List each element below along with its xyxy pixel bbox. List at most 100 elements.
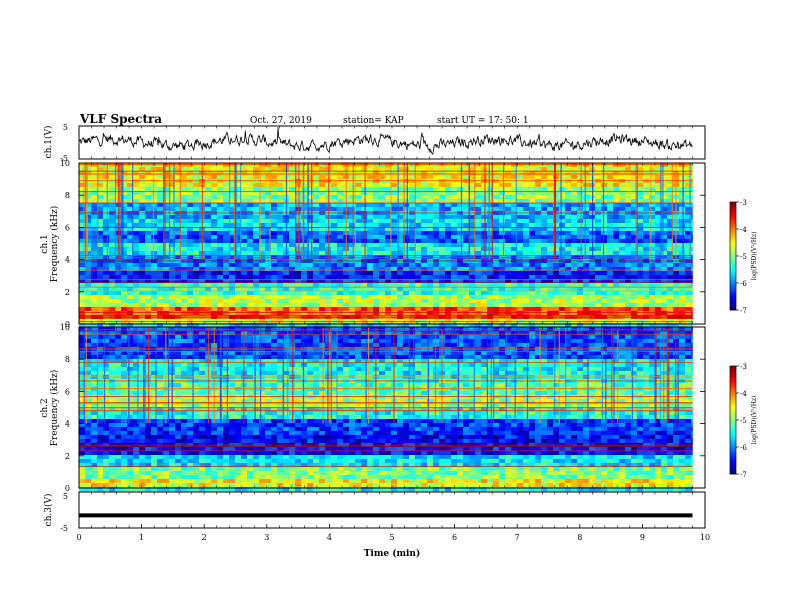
spectrogram-cell	[475, 223, 482, 228]
spectrogram-cell	[187, 235, 194, 240]
spectrogram-cell	[505, 215, 512, 220]
spectrogram-cell	[259, 223, 266, 228]
spectrogram-cell	[337, 339, 344, 344]
spectrogram-streak	[662, 163, 664, 260]
spectrogram-cell	[103, 323, 110, 328]
spectrogram-cell	[169, 247, 176, 252]
spectrogram-cell	[211, 231, 218, 236]
spectrogram-cell	[571, 191, 578, 196]
spectrogram-cell	[103, 215, 110, 220]
spectrogram-cell	[289, 195, 296, 200]
spectrogram-cell	[553, 207, 560, 212]
spectrogram-cell	[589, 343, 596, 348]
spectrogram-cell	[331, 271, 338, 276]
spectrogram-cell	[421, 195, 428, 200]
spectrogram-cell	[181, 319, 188, 324]
spectrogram-cell	[361, 323, 368, 328]
spectrogram-cell	[499, 227, 506, 232]
spectrogram-cell	[553, 215, 560, 220]
spectrogram-cell	[229, 303, 236, 308]
spectrogram-cell	[409, 295, 416, 300]
spectrogram-cell	[229, 203, 236, 208]
spectrogram-cell	[325, 319, 332, 324]
spectrogram-cell	[475, 291, 482, 296]
spectrogram-cell	[685, 291, 692, 296]
spectrogram-cell	[193, 207, 200, 212]
spectrogram-cell	[397, 247, 404, 252]
spectrogram-cell	[619, 231, 626, 236]
spectrogram-cell	[271, 319, 278, 324]
spectrogram-cell	[499, 335, 506, 340]
spectrogram-streak	[269, 163, 271, 260]
spectrogram-cell	[643, 339, 650, 344]
spectrogram-cell	[169, 311, 176, 316]
spectrogram-cell	[559, 167, 566, 172]
spectrogram-cell	[151, 299, 158, 304]
spectrogram-cell	[439, 291, 446, 296]
spectrogram-cell	[91, 327, 98, 332]
spectrogram-cell	[181, 339, 188, 344]
spectrogram-cell	[523, 303, 530, 308]
spectrogram-cell	[121, 199, 128, 204]
spectrogram-cell	[253, 255, 260, 260]
spectrogram-cell	[157, 223, 164, 228]
spectrogram-cell	[295, 287, 302, 292]
spectrogram-cell	[247, 267, 254, 272]
spectrogram-cell	[259, 251, 266, 256]
spectrogram-cell	[637, 327, 644, 332]
spectrogram-cell	[175, 271, 182, 276]
spectrogram-cell	[517, 255, 524, 260]
spectrogram-cell	[427, 327, 434, 332]
spectrogram-cell	[445, 199, 452, 204]
spectrogram-cell	[511, 175, 518, 180]
spectrogram-cell	[523, 195, 530, 200]
spectrogram-cell	[655, 287, 662, 292]
spectrogram-cell	[247, 271, 254, 276]
spectrogram-cell	[529, 303, 536, 308]
spectrogram-streak	[682, 163, 684, 260]
spectrogram-cell	[361, 175, 368, 180]
spectrogram-cell	[361, 279, 368, 284]
spectrogram-cell	[103, 279, 110, 284]
spectrogram-cell	[559, 223, 566, 228]
spectrogram-cell	[259, 271, 266, 276]
spectrogram-cell	[145, 307, 152, 312]
spectrogram-cell	[361, 199, 368, 204]
spectrogram-cell	[109, 303, 116, 308]
spectrogram-cell	[679, 255, 686, 260]
spectrogram-cell	[259, 311, 266, 316]
spectrogram-cell	[445, 291, 452, 296]
spectrogram-cell	[667, 195, 674, 200]
spectrogram-cell	[499, 279, 506, 284]
spectrogram-cell	[649, 303, 656, 308]
spectrogram-cell	[655, 331, 662, 336]
spectrogram-cell	[445, 287, 452, 292]
spectrogram-cell	[127, 295, 134, 300]
spectrogram-cell	[547, 203, 554, 208]
spectrogram-cell	[139, 323, 146, 328]
spectrogram-cell	[109, 243, 116, 248]
spectrogram-cell	[619, 275, 626, 280]
spectrogram-cell	[109, 235, 116, 240]
spectrogram-cell	[577, 343, 584, 348]
spectrogram-cell	[97, 327, 104, 332]
spectrogram-cell	[427, 191, 434, 196]
spectrogram-cell	[265, 195, 272, 200]
spectrogram-cell	[607, 199, 614, 204]
spectrogram-cell	[607, 279, 614, 284]
spectrogram-cell	[439, 251, 446, 256]
spectrogram-cell	[175, 191, 182, 196]
spectrogram-cell	[331, 327, 338, 332]
spectrogram-cell	[301, 331, 308, 336]
spectrogram-cell	[481, 311, 488, 316]
spectrogram-cell	[223, 283, 230, 288]
spectrogram-cell	[361, 203, 368, 208]
spectrogram-cell	[499, 239, 506, 244]
spectrogram-cell	[343, 267, 350, 272]
spectrogram-cell	[349, 319, 356, 324]
spectrogram-cell	[571, 327, 578, 332]
spectrogram-cell	[637, 203, 644, 208]
spectrogram-cell	[385, 207, 392, 212]
spectrogram-cell	[433, 191, 440, 196]
spectrogram-cell	[151, 247, 158, 252]
